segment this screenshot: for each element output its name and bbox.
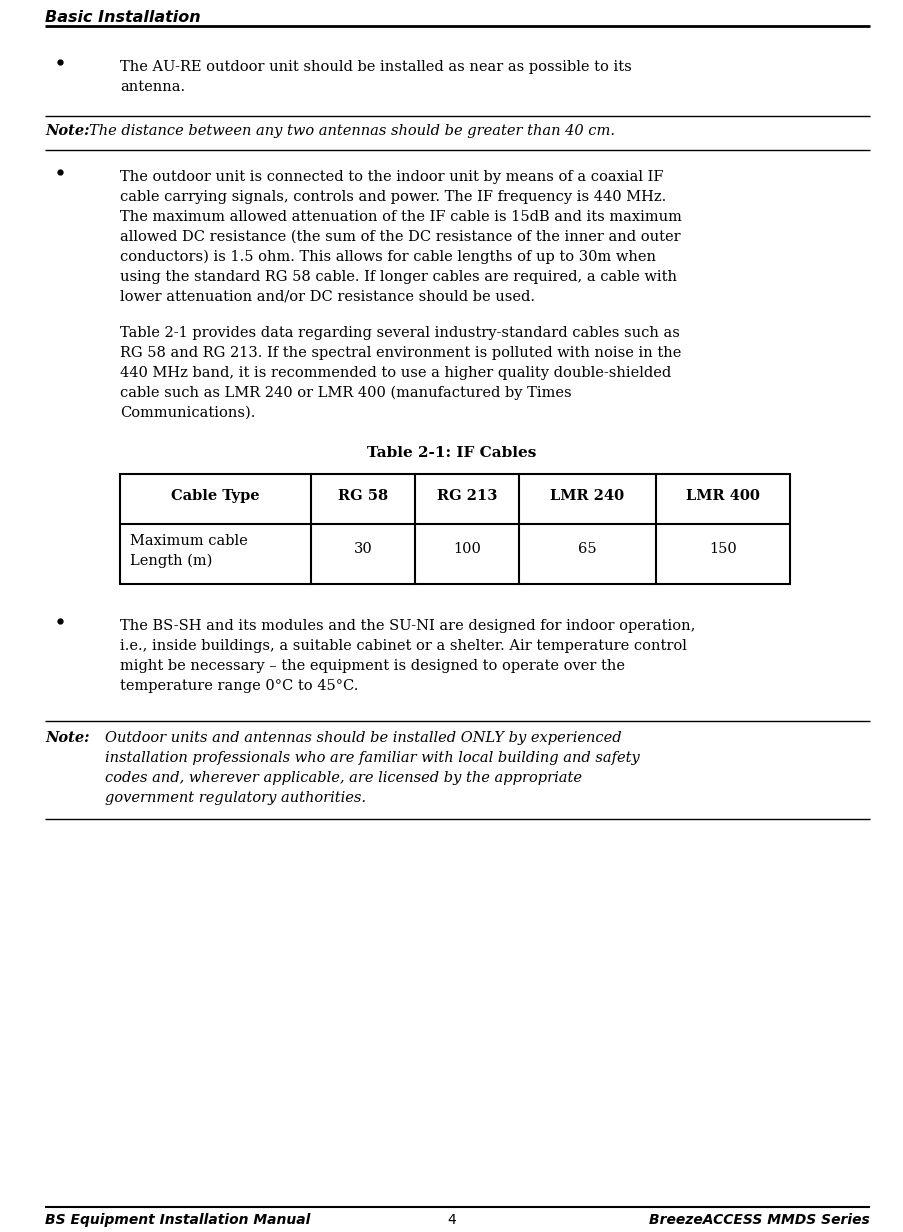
Text: The outdoor unit is connected to the indoor unit by means of a coaxial IF: The outdoor unit is connected to the ind… [120, 170, 663, 184]
Text: cable carrying signals, controls and power. The IF frequency is 440 MHz.: cable carrying signals, controls and pow… [120, 190, 666, 205]
Text: Table 2-1 provides data regarding several industry-standard cables such as: Table 2-1 provides data regarding severa… [120, 326, 679, 340]
Text: Table 2-1: IF Cables: Table 2-1: IF Cables [367, 446, 536, 460]
Text: cable such as LMR 240 or LMR 400 (manufactured by Times: cable such as LMR 240 or LMR 400 (manufa… [120, 386, 571, 400]
Text: The AU-RE outdoor unit should be installed as near as possible to its: The AU-RE outdoor unit should be install… [120, 60, 631, 74]
Text: Cable Type: Cable Type [171, 489, 259, 503]
Text: RG 213: RG 213 [436, 489, 497, 503]
Text: Note:: Note: [45, 731, 89, 745]
Text: Basic Installation: Basic Installation [45, 10, 200, 25]
Text: BS Equipment Installation Manual: BS Equipment Installation Manual [45, 1214, 310, 1227]
Text: The distance between any two antennas should be greater than 40 cm.: The distance between any two antennas sh… [88, 124, 614, 138]
Text: LMR 240: LMR 240 [550, 489, 624, 503]
Text: Maximum cable: Maximum cable [130, 533, 247, 548]
Text: Outdoor units and antennas should be installed ONLY by experienced: Outdoor units and antennas should be ins… [105, 731, 621, 745]
Text: 150: 150 [708, 542, 736, 556]
Text: 100: 100 [452, 542, 480, 556]
Text: 30: 30 [353, 542, 372, 556]
Text: allowed DC resistance (the sum of the DC resistance of the inner and outer: allowed DC resistance (the sum of the DC… [120, 230, 680, 244]
Text: using the standard RG 58 cable. If longer cables are required, a cable with: using the standard RG 58 cable. If longe… [120, 270, 676, 285]
Text: BreezeACCESS MMDS Series: BreezeACCESS MMDS Series [648, 1214, 869, 1227]
Text: The maximum allowed attenuation of the IF cable is 15dB and its maximum: The maximum allowed attenuation of the I… [120, 209, 681, 224]
Text: 440 MHz band, it is recommended to use a higher quality double-shielded: 440 MHz band, it is recommended to use a… [120, 366, 671, 379]
Text: RG 58: RG 58 [338, 489, 387, 503]
Text: conductors) is 1.5 ohm. This allows for cable lengths of up to 30m when: conductors) is 1.5 ohm. This allows for … [120, 250, 656, 265]
Text: might be necessary – the equipment is designed to operate over the: might be necessary – the equipment is de… [120, 659, 624, 673]
Text: temperature range 0°C to 45°C.: temperature range 0°C to 45°C. [120, 679, 358, 692]
Text: RG 58 and RG 213. If the spectral environment is polluted with noise in the: RG 58 and RG 213. If the spectral enviro… [120, 346, 681, 360]
Text: Communications).: Communications). [120, 407, 255, 420]
Text: installation professionals who are familiar with local building and safety: installation professionals who are famil… [105, 752, 639, 765]
Text: codes and, wherever applicable, are licensed by the appropriate: codes and, wherever applicable, are lice… [105, 771, 582, 785]
Text: lower attenuation and/or DC resistance should be used.: lower attenuation and/or DC resistance s… [120, 290, 535, 304]
Text: Length (m): Length (m) [130, 554, 212, 568]
Text: The BS-SH and its modules and the SU-NI are designed for indoor operation,: The BS-SH and its modules and the SU-NI … [120, 618, 694, 633]
Text: antenna.: antenna. [120, 80, 185, 94]
Text: i.e., inside buildings, a suitable cabinet or a shelter. Air temperature control: i.e., inside buildings, a suitable cabin… [120, 639, 686, 653]
Text: 65: 65 [577, 542, 596, 556]
Text: Note:: Note: [45, 124, 89, 138]
Bar [120, 474, 789, 584]
Text: 4: 4 [447, 1214, 456, 1227]
Text: LMR 400: LMR 400 [685, 489, 759, 503]
Text: government regulatory authorities.: government regulatory authorities. [105, 791, 366, 804]
